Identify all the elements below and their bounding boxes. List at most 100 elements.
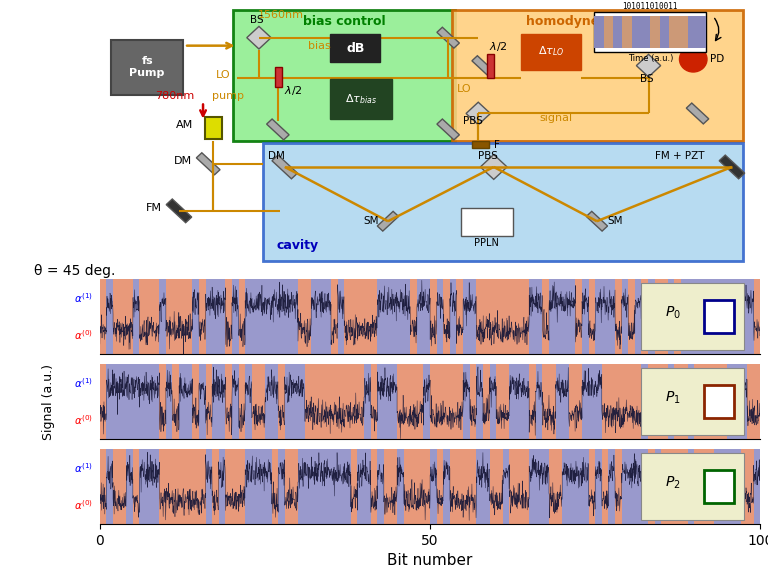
Text: FM: FM [146,203,162,213]
Bar [298,449,305,524]
Text: $\lambda$/2: $\lambda$/2 [489,40,508,54]
Bar [186,449,192,524]
Bar [377,279,384,354]
Bar [575,364,582,439]
Bar [298,364,305,439]
Bar [602,449,608,524]
Bar [727,364,734,439]
Bar [615,279,621,354]
Bar [272,449,278,524]
Bar [734,449,740,524]
Text: $\alpha^{(0)}$: $\alpha^{(0)}$ [74,498,93,512]
Bar [133,279,140,354]
Bar [496,279,503,354]
Bar [654,364,661,439]
Bar [483,364,489,439]
Bar [470,364,476,439]
Bar [357,364,364,439]
Bar [509,449,516,524]
Bar [635,364,641,439]
Bar [212,279,219,354]
Bar [687,364,694,439]
Bar [199,279,206,354]
Bar [516,279,522,354]
Bar [364,279,371,354]
Bar [470,279,476,354]
Bar [489,364,496,439]
Bar [258,449,265,524]
Bar [298,279,305,354]
Bar [100,364,107,439]
Bar [522,279,529,354]
Bar [461,208,513,236]
Bar [595,449,602,524]
Bar [324,449,331,524]
Bar [265,279,272,354]
Text: Time (a.u.): Time (a.u.) [627,55,673,63]
Bar [173,364,179,439]
Bar [509,279,516,354]
Bar [483,449,489,524]
Bar [437,364,443,439]
Text: signal: signal [539,113,572,123]
Bar [199,449,206,524]
Bar [252,279,258,354]
Bar [503,449,509,524]
Bar [404,364,410,439]
Bar [100,279,107,354]
Bar [140,279,146,354]
Bar [404,449,410,524]
FancyBboxPatch shape [641,283,743,350]
Bar [536,449,542,524]
Bar [192,279,199,354]
Text: F: F [494,139,500,150]
Bar [522,364,529,439]
FancyBboxPatch shape [641,453,743,520]
Bar [450,279,456,354]
Bar [186,364,192,439]
Bar [641,364,648,439]
Bar [503,364,509,439]
Bar [305,364,311,439]
Bar [384,449,390,524]
Bar [622,16,631,48]
Bar [582,279,588,354]
Bar [681,449,687,524]
Bar [330,35,380,62]
Bar [120,279,126,354]
X-axis label: Bit number: Bit number [387,554,473,569]
Bar [245,449,252,524]
Bar [410,449,417,524]
Text: 1560nm: 1560nm [257,10,303,20]
Bar [456,279,463,354]
Bar [635,449,641,524]
Bar [291,449,298,524]
Text: PD: PD [710,54,725,65]
Bar [197,153,220,175]
Bar [450,364,456,439]
Bar [318,279,324,354]
Text: dB: dB [346,41,365,55]
Bar [330,79,392,119]
Bar [697,16,706,48]
Bar [483,279,489,354]
Bar [687,103,709,124]
Bar [140,449,146,524]
Bar [668,449,674,524]
Bar [674,279,681,354]
Bar [456,364,463,439]
Bar [450,449,456,524]
Bar [338,279,344,354]
Bar [199,364,206,439]
Bar [472,56,493,75]
Bar [641,279,648,354]
Bar [417,449,423,524]
Bar [681,279,687,354]
Bar [239,364,245,439]
Bar [678,16,687,48]
Bar [555,279,562,354]
Bar [569,279,575,354]
Bar [410,364,417,439]
Bar [384,364,390,439]
Bar [661,279,668,354]
